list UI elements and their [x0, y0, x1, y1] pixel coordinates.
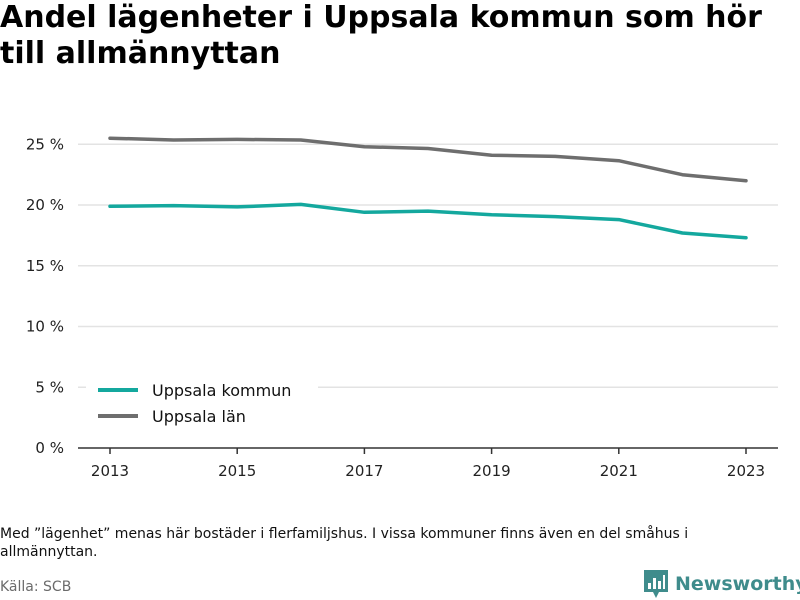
- brand-logo: Newsworthy: [644, 569, 800, 599]
- y-tick-label: 15 %: [26, 257, 64, 275]
- x-tick-label: 2021: [600, 462, 638, 480]
- y-tick-label: 25 %: [26, 135, 64, 153]
- x-tick-label: 2023: [727, 462, 765, 480]
- x-tick-label: 2019: [473, 462, 511, 480]
- chart-title: Andel lägenheter i Uppsala kommun som hö…: [0, 0, 762, 71]
- y-tick-label: 0 %: [35, 439, 64, 457]
- y-tick-label: 20 %: [26, 196, 64, 214]
- x-tick-label: 2017: [345, 462, 383, 480]
- legend-label: Uppsala län: [152, 407, 246, 426]
- y-tick-label: 10 %: [26, 318, 64, 336]
- source-text: Källa: SCB: [0, 579, 72, 595]
- grid-lines: 0 % 5 % 10 % 15 % 20 % 25 %: [26, 135, 778, 457]
- x-tick-label: 2015: [218, 462, 256, 480]
- footnote: Med ”lägenhet” menas här bostäder i fler…: [0, 526, 689, 560]
- x-axis: 2013 2015 2017 2019 2021 2023: [78, 447, 778, 480]
- brand-name: Newsworthy: [675, 573, 800, 595]
- legend-label: Uppsala kommun: [152, 381, 291, 400]
- series-line-1: [108, 202, 748, 240]
- series-lines: [108, 136, 748, 240]
- x-tick-label: 2013: [91, 462, 129, 480]
- legend-background: [86, 376, 318, 432]
- series-line-2: [108, 136, 748, 183]
- bar-chart-icon: [644, 570, 668, 598]
- legend: Uppsala kommun Uppsala län: [86, 376, 318, 432]
- line-chart: 0 %5 %10 %15 %20 %25 % 2013 2015 2017 2019 2…: [26, 135, 778, 480]
- y-tick-label: 5 %: [35, 378, 64, 396]
